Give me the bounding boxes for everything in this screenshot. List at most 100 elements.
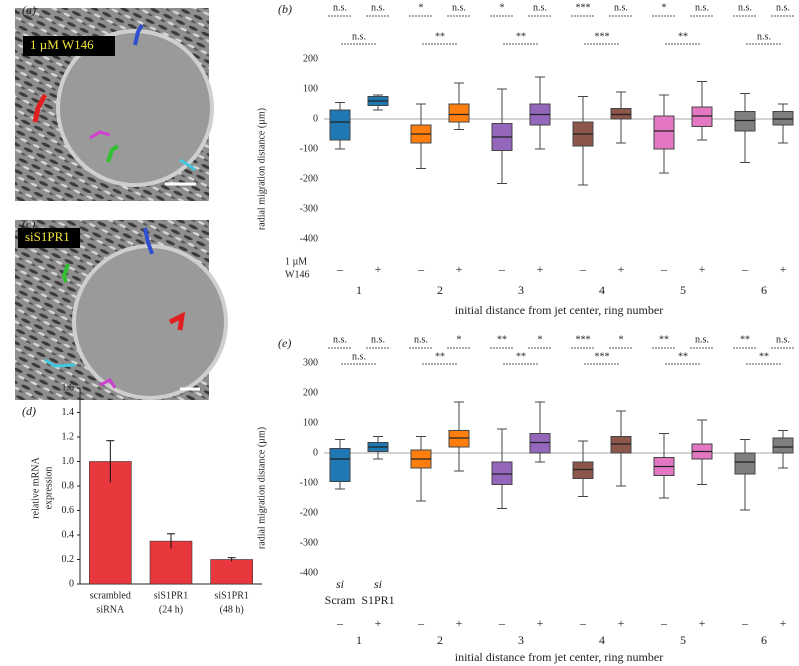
significance-pair: n.s.	[352, 31, 366, 42]
significance-pair: **	[678, 31, 688, 42]
condition-sign: –	[579, 616, 587, 630]
bar	[210, 559, 253, 585]
condition-sign: +	[456, 262, 463, 276]
significance-each: n.s.	[371, 334, 385, 345]
y-tick-label: -100	[300, 143, 318, 154]
significance-pair: **	[759, 351, 769, 362]
condition-sign: +	[780, 262, 787, 276]
y-tick-label: 0.8	[62, 480, 75, 491]
condition-label: S1PR1	[361, 593, 394, 607]
box	[491, 461, 513, 485]
x-tick-label: 4	[599, 283, 605, 297]
x-tick-label: 1	[356, 633, 362, 647]
significance-each: n.s.	[695, 2, 709, 13]
significance-each: **	[659, 334, 669, 345]
y-axis-label: radial migration distance (µm)	[256, 427, 267, 549]
condition-label: si	[336, 577, 344, 591]
y-tick-label: 1.4	[62, 407, 75, 418]
micrograph-a	[15, 8, 214, 201]
significance-each: n.s.	[371, 2, 385, 13]
y-tick-label: 200	[303, 387, 318, 398]
significance-pair: **	[435, 351, 445, 362]
significance-each: n.s.	[614, 2, 628, 13]
y-axis-label: radial migration distance (µm)	[256, 108, 267, 230]
box	[691, 106, 713, 127]
y-axis-label: expression	[43, 467, 54, 510]
significance-each: n.s.	[452, 2, 466, 13]
condition-label: W146	[285, 269, 309, 280]
condition-sign: +	[456, 616, 463, 630]
y-tick-label: -300	[300, 203, 318, 214]
condition-sign: –	[417, 262, 425, 276]
condition-sign: –	[336, 616, 344, 630]
condition-sign: +	[618, 616, 625, 630]
condition-sign: +	[537, 262, 544, 276]
significance-pair: n.s.	[352, 351, 366, 362]
y-tick-label: 300	[303, 357, 318, 368]
y-tick-label: 1.6	[62, 382, 75, 393]
significance-each: **	[497, 334, 507, 345]
y-tick-label: -300	[300, 537, 318, 548]
x-tick-label: 4	[599, 633, 605, 647]
condition-sign: +	[618, 262, 625, 276]
x-tick-label: 5	[680, 633, 686, 647]
box	[572, 461, 594, 479]
box	[329, 448, 351, 482]
box	[653, 115, 675, 150]
significance-each: n.s.	[776, 2, 790, 13]
box	[448, 430, 470, 448]
y-tick-label: 200	[303, 53, 318, 64]
y-tick-label: -200	[300, 507, 318, 518]
box	[610, 436, 632, 454]
y-tick-label: -400	[300, 567, 318, 578]
y-tick-label: 1.2	[62, 431, 75, 442]
y-tick-label: 100	[303, 83, 318, 94]
y-tick-label: 0	[69, 578, 74, 589]
significance-each: n.s.	[695, 334, 709, 345]
box	[448, 103, 470, 123]
x-tick-label: (48 h)	[220, 604, 244, 615]
x-tick-label: (24 h)	[159, 604, 183, 615]
x-tick-label: 6	[761, 283, 767, 297]
significance-each: **	[740, 334, 750, 345]
condition-sign: –	[417, 616, 425, 630]
box	[529, 433, 551, 454]
condition-sign: +	[699, 262, 706, 276]
condition-sign: +	[537, 616, 544, 630]
significance-pair: **	[516, 351, 526, 362]
condition-sign: –	[660, 262, 668, 276]
significance-each: n.s.	[533, 2, 547, 13]
panel-label: (a)	[22, 3, 36, 17]
x-tick-label: scrambled	[90, 590, 131, 601]
condition-sign: –	[336, 262, 344, 276]
y-tick-label: 0.6	[62, 505, 75, 516]
y-tick-label: 1.0	[62, 456, 75, 467]
condition-label: 1 µM	[285, 256, 307, 267]
significance-each: n.s.	[333, 334, 347, 345]
significance-each: *	[538, 334, 543, 345]
significance-pair: **	[516, 31, 526, 42]
x-tick-label: siS1PR1	[154, 590, 188, 601]
x-tick-label: 3	[518, 633, 524, 647]
significance-each: *	[619, 334, 624, 345]
significance-each: *	[662, 2, 667, 13]
condition-sign: –	[579, 262, 587, 276]
condition-sign: –	[741, 616, 749, 630]
significance-each: *	[500, 2, 505, 13]
significance-each: *	[457, 334, 462, 345]
x-axis-label: initial distance from jet center, ring n…	[455, 303, 663, 317]
condition-sign: +	[780, 616, 787, 630]
micrograph-c	[15, 220, 228, 400]
box	[772, 111, 794, 126]
condition-sign: –	[741, 262, 749, 276]
condition-label: Scram	[325, 593, 356, 607]
significance-each: *	[419, 2, 424, 13]
significance-pair: ***	[595, 351, 610, 362]
panel-label: (e)	[278, 336, 291, 350]
condition-sign: +	[375, 616, 382, 630]
panel-label: (c)	[22, 217, 35, 231]
significance-pair: ***	[595, 31, 610, 42]
significance-each: ***	[576, 2, 591, 13]
significance-pair: **	[678, 351, 688, 362]
